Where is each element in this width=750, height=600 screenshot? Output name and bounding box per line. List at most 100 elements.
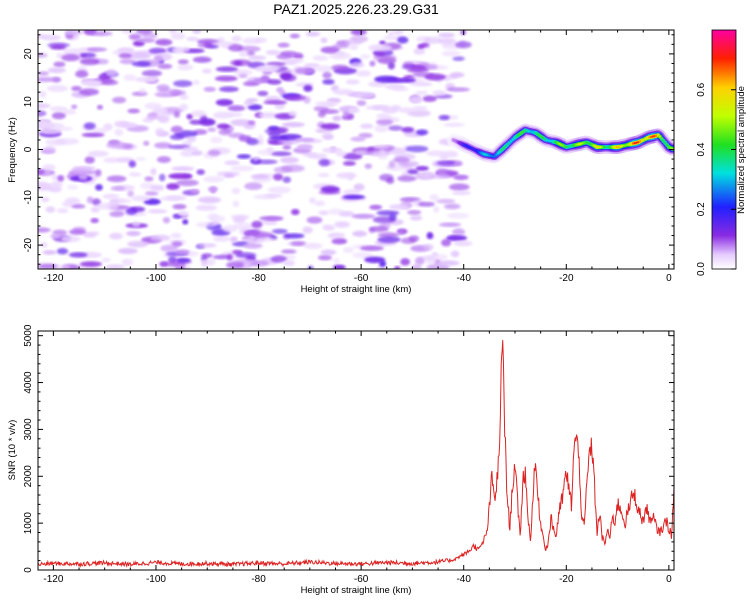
signal-cell [642,138,645,141]
noise-cell [244,230,261,236]
noise-cell [417,43,425,49]
noise-cell [243,81,260,87]
noise-cell [154,142,172,149]
signal-cell [667,146,670,149]
noise-cell [322,224,329,230]
noise-cell [38,181,49,187]
noise-cell [350,136,366,142]
noise-cell [127,240,149,248]
noise-cell [46,84,68,92]
noise-cell [114,120,130,128]
noise-cell [435,198,456,204]
noise-cell [186,36,199,42]
y-tick-label: 1000 [23,512,34,535]
noise-cell [193,79,200,86]
noise-cell [135,156,147,162]
noise-cell [377,152,389,160]
noise-cell [105,264,125,269]
noise-cell [419,171,435,178]
noise-cell [233,60,243,66]
noise-cell [166,183,180,190]
noise-cell [438,37,456,45]
noise-cell [131,195,151,202]
signal-cell [621,144,624,148]
noise-cell [247,120,256,125]
noise-cell [145,115,162,120]
noise-cell [127,190,134,198]
noise-cell [368,226,389,232]
noise-cell [323,134,335,140]
noise-cell [279,72,293,80]
noise-cell [262,219,278,226]
noise-cell [168,173,193,180]
noise-cell [376,113,391,120]
signal-cell [551,140,554,143]
noise-cell [121,30,135,35]
noise-cell [286,58,304,64]
noise-cell [384,83,405,90]
signal-cell [658,135,661,138]
noise-cell [342,194,365,200]
y-tick-label: -10 [23,190,34,205]
noise-cell [56,208,69,214]
noise-cell [182,46,190,53]
noise-cell [315,101,339,107]
noise-cell [176,258,191,263]
signal-cell [525,129,529,132]
noise-cell [320,185,340,193]
noise-cell [322,71,332,79]
noise-cell [332,115,342,122]
signal-cell [472,148,475,151]
noise-cell [230,165,255,172]
signal-cell [631,142,635,145]
noise-cell [432,90,447,96]
noise-cell [276,53,294,60]
noise-cell [42,164,56,171]
signal-cell [543,138,547,141]
noise-cell [424,73,446,81]
signal-cell [655,134,658,137]
signal-cell [581,142,584,145]
noise-cell [202,68,212,74]
noise-cell [95,58,109,65]
noise-cell [343,189,361,196]
noise-cell [109,232,123,240]
noise-cell [50,106,68,112]
noise-cell [437,32,456,38]
noise-cell [131,61,151,67]
top-x-axis-label: Height of straight line (km) [301,284,412,295]
noise-cell [141,70,163,77]
signal-cell [561,144,565,147]
signal-cell [578,143,581,146]
signal-cell [502,146,505,150]
noise-cell [175,249,190,255]
noise-cell [40,241,48,248]
colorbar: 0.0 0.2 0.4 0.6 Normalized spectral amplitu… [696,29,747,276]
signal-cell [455,140,459,143]
noise-cell [388,213,397,221]
signal-cell [633,142,636,145]
noise-cell [296,143,314,151]
noise-cell [223,173,235,178]
y-tick-label: 2000 [23,465,34,488]
signal-cell [495,153,498,156]
noise-cell [282,176,292,183]
noise-cell [425,257,438,265]
noise-cell [233,216,246,224]
noise-cell [38,185,53,191]
noise-cell [102,193,120,200]
noise-cell [114,128,124,137]
signal-cell [595,146,599,149]
noise-cell [441,238,452,247]
signal-cell [515,135,518,138]
signal-cell [610,146,613,149]
noise-cell [236,45,261,53]
signal-cell [630,142,633,146]
noise-cell [38,76,58,83]
noise-cell [377,232,400,238]
signal-cell [531,130,534,134]
signal-cell [473,148,477,152]
noise-cell [231,187,241,195]
noise-cell [41,197,50,203]
